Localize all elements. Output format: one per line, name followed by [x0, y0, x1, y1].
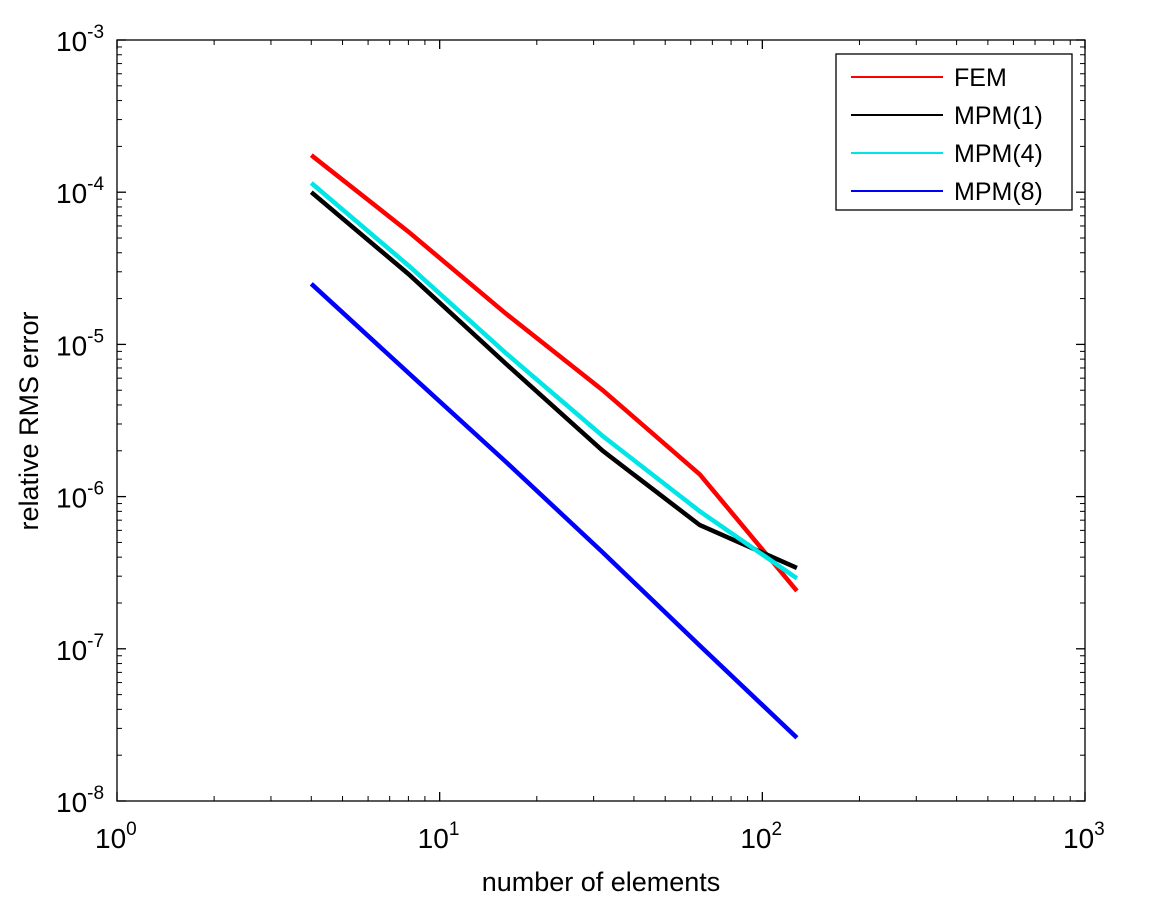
legend-box — [835, 53, 1073, 211]
y-tick-label: 10-3 — [56, 22, 104, 57]
y-tick-label: 10-4 — [56, 174, 104, 209]
y-tick-label: 10-8 — [56, 783, 104, 818]
series-line-fem — [309, 153, 799, 593]
y-tick-label: 10-5 — [56, 326, 104, 361]
y-tick-label: 10-7 — [56, 631, 104, 666]
legend: FEM MPM(1) MPM(4) MPM(8) — [835, 53, 1073, 211]
x-tick-label: 103 — [1063, 819, 1105, 854]
legend-label: MPM(8) — [954, 178, 1043, 206]
x-tick-label: 102 — [740, 819, 782, 854]
series-layer — [309, 153, 799, 740]
tick-layer: 100 101 102 103 10-8 10-7 10-6 10-5 10-4 10-3 — [56, 22, 1105, 854]
plot-area-frame — [116, 39, 1086, 802]
series-line-mpm8 — [309, 282, 799, 740]
legend-label: MPM(4) — [954, 140, 1043, 168]
series-line-mpm1 — [309, 190, 798, 570]
y-axis-label: relative RMS error — [14, 311, 44, 530]
legend-label: FEM — [954, 64, 1007, 92]
x-tick-label: 100 — [95, 819, 137, 854]
y-tick-label: 10-6 — [56, 479, 104, 514]
x-axis-label: number of elements — [482, 867, 721, 897]
series-line-mpm4 — [309, 181, 799, 581]
legend-label: MPM(1) — [954, 102, 1043, 130]
x-tick-label: 101 — [418, 819, 460, 854]
